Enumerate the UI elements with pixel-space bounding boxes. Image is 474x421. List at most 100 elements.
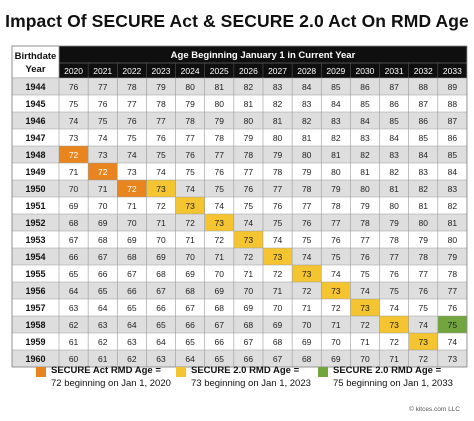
- column-label-2026: 2026: [239, 66, 258, 76]
- highlight-cell-secure_2: [262, 248, 293, 265]
- column-label-2027: 2027: [268, 66, 287, 76]
- legend-label-secure-2-2033: SECURE 2.0 RMD Age =: [333, 365, 442, 376]
- highlight-cell-secure_2: [175, 197, 205, 214]
- highlight-cell-secure_2_2033: [437, 316, 467, 333]
- row-year-1956: 1956: [25, 286, 45, 296]
- legend: SECURE Act RMD Age = 72 beginning on Jan…: [0, 364, 474, 404]
- column-label-2020: 2020: [64, 66, 83, 76]
- cell-1959-2030: 71: [360, 337, 370, 347]
- cell-1953-2033: 80: [448, 235, 458, 245]
- cell-1949-2031: 82: [389, 167, 399, 177]
- cell-1956-2030: 74: [360, 286, 370, 296]
- table-row-bg: [12, 163, 467, 180]
- column-label-2021: 2021: [93, 66, 112, 76]
- table-row-bg: [12, 146, 467, 163]
- cell-1947-2032: 85: [419, 133, 429, 143]
- cell-1960-2020: 60: [69, 354, 79, 364]
- cell-1957-2023: 66: [156, 303, 166, 313]
- legend-sub-secure-act: 72 beginning on Jan 1, 2020: [51, 378, 171, 389]
- cell-1949-2022: 73: [127, 167, 137, 177]
- cell-1953-2025: 72: [215, 235, 225, 245]
- cell-1946-2027: 81: [273, 116, 283, 126]
- cell-1959-2031: 72: [389, 337, 399, 347]
- row-year-1947: 1947: [25, 133, 45, 143]
- cell-1951-2029: 78: [331, 201, 341, 211]
- row-year-1955: 1955: [25, 269, 45, 279]
- table-row-bg: [12, 248, 467, 265]
- highlight-cell-secure_2: [204, 214, 234, 231]
- cell-1957-2027: 70: [273, 303, 283, 313]
- cell-1955-2022: 67: [127, 269, 137, 279]
- cell-1957-2024: 67: [185, 303, 195, 313]
- cell-1958-2026: 68: [244, 320, 254, 330]
- cell-1957-2031: 74: [389, 303, 399, 313]
- cell-1953-2026: 73: [244, 235, 254, 245]
- cell-1950-2024: 74: [185, 184, 195, 194]
- cell-1956-2032: 76: [419, 286, 429, 296]
- column-label-2023: 2023: [152, 66, 171, 76]
- cell-1954-2029: 75: [331, 252, 341, 262]
- cell-1950-2026: 76: [244, 184, 254, 194]
- cell-1949-2021: 72: [98, 167, 108, 177]
- table-row-bg: [12, 129, 467, 146]
- cell-1944-2022: 78: [127, 82, 137, 92]
- cell-1954-2031: 77: [389, 252, 399, 262]
- cell-1951-2025: 74: [215, 201, 225, 211]
- legend-label-secure-2: SECURE 2.0 RMD Age =: [191, 365, 300, 376]
- cell-1944-2024: 80: [185, 82, 195, 92]
- cell-1953-2027: 74: [273, 235, 283, 245]
- cell-1958-2022: 64: [127, 320, 137, 330]
- cell-1960-2022: 62: [127, 354, 137, 364]
- cell-1957-2032: 75: [419, 303, 429, 313]
- cell-1954-2030: 76: [360, 252, 370, 262]
- table-row-bg: [12, 350, 467, 367]
- cell-1955-2031: 76: [389, 269, 399, 279]
- cell-1948-2024: 76: [185, 150, 195, 160]
- cell-1960-2027: 67: [273, 354, 283, 364]
- cell-1951-2033: 82: [448, 201, 458, 211]
- cell-1955-2026: 71: [244, 269, 254, 279]
- row-year-1953: 1953: [25, 235, 45, 245]
- cell-1945-2021: 76: [98, 99, 108, 109]
- cell-1956-2021: 65: [98, 286, 108, 296]
- cell-1949-2026: 77: [244, 167, 254, 177]
- cell-1950-2022: 72: [127, 184, 137, 194]
- cell-1952-2021: 69: [98, 218, 108, 228]
- cell-1949-2030: 81: [360, 167, 370, 177]
- cell-1945-2024: 79: [185, 99, 195, 109]
- cell-1958-2028: 70: [302, 320, 312, 330]
- column-label-2033: 2033: [443, 66, 462, 76]
- cell-1948-2023: 75: [156, 150, 166, 160]
- cell-1959-2025: 66: [215, 337, 225, 347]
- cell-1945-2023: 78: [156, 99, 166, 109]
- cell-1959-2023: 64: [156, 337, 166, 347]
- cell-1950-2023: 73: [156, 184, 166, 194]
- cell-1948-2020: 72: [69, 150, 79, 160]
- cell-1958-2020: 62: [69, 320, 79, 330]
- highlight-cell-secure_2: [408, 333, 438, 350]
- column-label-2025: 2025: [210, 66, 229, 76]
- cell-1958-2021: 63: [98, 320, 108, 330]
- cell-1946-2030: 84: [360, 116, 370, 126]
- cell-1949-2032: 83: [419, 167, 429, 177]
- row-year-1958: 1958: [25, 320, 45, 330]
- cell-1949-2029: 80: [331, 167, 341, 177]
- cell-1957-2020: 63: [69, 303, 79, 313]
- cell-1944-2030: 86: [360, 82, 370, 92]
- cell-1957-2030: 73: [360, 303, 370, 313]
- cell-1947-2029: 82: [331, 133, 341, 143]
- row-year-1946: 1946: [25, 116, 45, 126]
- cell-1952-2030: 78: [360, 218, 370, 228]
- cell-1953-2031: 78: [389, 235, 399, 245]
- cell-1945-2033: 88: [448, 99, 458, 109]
- cell-1948-2022: 74: [127, 150, 137, 160]
- cell-1956-2029: 73: [331, 286, 341, 296]
- table-border: [11, 45, 468, 368]
- cell-1954-2023: 69: [156, 252, 166, 262]
- legend-sub-secure-2: 73 beginning on Jan 1, 2023: [191, 378, 311, 389]
- table-row-bg: [12, 95, 467, 112]
- cell-1949-2033: 84: [448, 167, 458, 177]
- row-year-1954: 1954: [25, 252, 45, 262]
- cell-1944-2020: 76: [69, 82, 79, 92]
- row-header-label-line2: Year: [25, 64, 45, 75]
